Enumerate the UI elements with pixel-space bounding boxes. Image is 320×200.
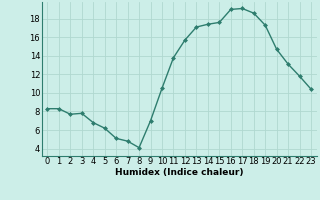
X-axis label: Humidex (Indice chaleur): Humidex (Indice chaleur) (115, 168, 244, 177)
